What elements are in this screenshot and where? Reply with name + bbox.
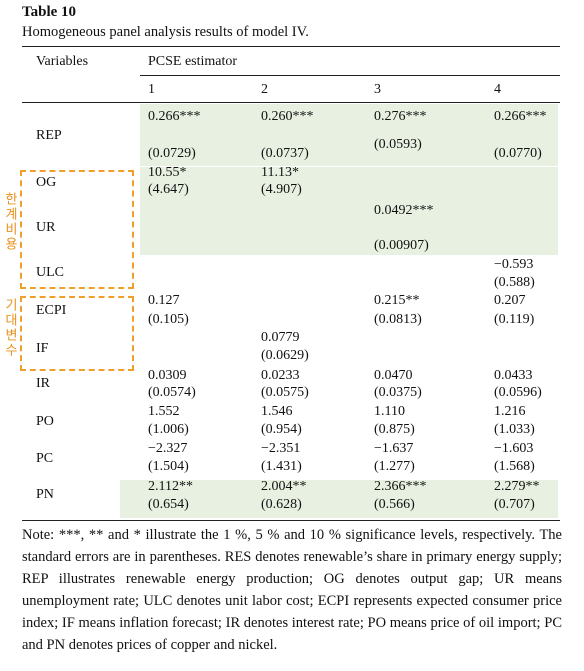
estimate: −2.327 xyxy=(148,441,188,456)
standard-error: (0.0729) xyxy=(148,146,196,161)
rule xyxy=(22,102,560,103)
estimate: 0.207 xyxy=(494,293,526,308)
estimate: 0.215** xyxy=(374,293,420,308)
rule xyxy=(22,520,560,521)
estimate: −2.351 xyxy=(261,441,301,456)
standard-error: (0.0575) xyxy=(261,385,309,400)
standard-error: (0.0629) xyxy=(261,348,309,363)
estimate: 1.216 xyxy=(494,404,526,419)
standard-error: (0.566) xyxy=(374,497,415,512)
row-label: ECPI xyxy=(36,303,67,318)
column-header: 1 xyxy=(148,82,155,97)
row-label: PN xyxy=(36,487,54,502)
column-header: 4 xyxy=(494,82,501,97)
estimate: 0.0492*** xyxy=(374,203,434,218)
row-label: PO xyxy=(36,414,54,429)
stub-header: Variables xyxy=(36,54,89,69)
row-label: ULC xyxy=(36,265,64,280)
row-label: UR xyxy=(36,220,56,235)
estimate: 0.260*** xyxy=(261,109,314,124)
row-label: IF xyxy=(36,341,49,356)
standard-error: (0.119) xyxy=(494,312,535,327)
standard-error: (1.431) xyxy=(261,459,302,474)
standard-error: (0.654) xyxy=(148,497,189,512)
estimate: 10.55* xyxy=(148,165,187,180)
standard-error: (0.628) xyxy=(261,497,302,512)
estimate: 0.276*** xyxy=(374,109,427,124)
standard-error: (0.0813) xyxy=(374,312,422,327)
standard-error: (1.504) xyxy=(148,459,189,474)
standard-error: (0.954) xyxy=(261,422,302,437)
standard-error: (0.0596) xyxy=(494,385,542,400)
standard-error: (1.033) xyxy=(494,422,535,437)
standard-error: (1.277) xyxy=(374,459,415,474)
standard-error: (0.0593) xyxy=(374,137,422,152)
row-label: IR xyxy=(36,376,50,391)
note: Note: ***, ** and * illustrate the 1 %, … xyxy=(22,527,562,653)
estimate: −0.593 xyxy=(494,257,534,272)
standard-error: (0.0574) xyxy=(148,385,196,400)
standard-error: (0.00907) xyxy=(374,238,429,253)
estimate: 0.266*** xyxy=(494,109,547,124)
rule xyxy=(140,75,560,76)
estimate: 2.366*** xyxy=(374,479,427,494)
estimate: 1.110 xyxy=(374,404,405,419)
standard-error: (4.907) xyxy=(261,182,302,197)
standard-error: (0.588) xyxy=(494,275,535,290)
standard-error: (0.0770) xyxy=(494,146,542,161)
estimate: 0.0233 xyxy=(261,368,300,383)
highlight xyxy=(120,480,558,518)
estimate: 0.0470 xyxy=(374,368,413,383)
standard-error: (0.707) xyxy=(494,497,535,512)
estimate: 2.112** xyxy=(148,479,193,494)
annotation: 한계비용 xyxy=(2,192,17,252)
rule xyxy=(22,46,560,47)
estimate: 2.004** xyxy=(261,479,307,494)
estimate: 0.0433 xyxy=(494,368,533,383)
annotation-box xyxy=(20,170,134,289)
estimate: 0.127 xyxy=(148,293,180,308)
estimate: −1.603 xyxy=(494,441,534,456)
highlight xyxy=(140,167,558,255)
estimate: −1.637 xyxy=(374,441,414,456)
estimate: 1.546 xyxy=(261,404,293,419)
annotation: 기대변수 xyxy=(2,298,17,358)
estimate: 0.0779 xyxy=(261,330,300,345)
row-label: REP xyxy=(36,128,62,143)
standard-error: (1.006) xyxy=(148,422,189,437)
standard-error: (0.875) xyxy=(374,422,415,437)
standard-error: (1.568) xyxy=(494,459,535,474)
estimate: 0.266*** xyxy=(148,109,201,124)
annotation-box xyxy=(20,296,134,371)
estimate: 2.279** xyxy=(494,479,540,494)
column-header: 2 xyxy=(261,82,268,97)
estimate: 11.13* xyxy=(261,165,299,180)
highlight xyxy=(140,104,558,166)
table-title: Table 10 xyxy=(22,4,77,20)
estimate: 0.0309 xyxy=(148,368,187,383)
table-caption: Homogeneous panel analysis results of mo… xyxy=(22,24,309,40)
standard-error: (0.0375) xyxy=(374,385,422,400)
column-header: 3 xyxy=(374,82,381,97)
row-label: OG xyxy=(36,175,57,190)
standard-error: (4.647) xyxy=(148,182,189,197)
standard-error: (0.0737) xyxy=(261,146,309,161)
estimate: 1.552 xyxy=(148,404,180,419)
row-label: PC xyxy=(36,451,54,466)
group-header: PCSE estimator xyxy=(148,54,238,69)
standard-error: (0.105) xyxy=(148,312,189,327)
